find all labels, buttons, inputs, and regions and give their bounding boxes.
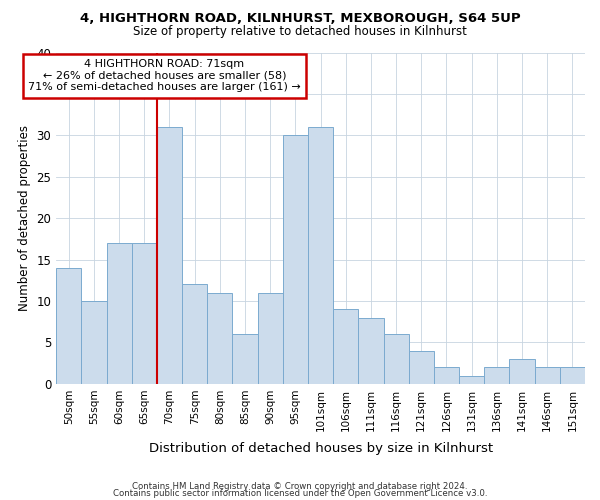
Text: Contains HM Land Registry data © Crown copyright and database right 2024.: Contains HM Land Registry data © Crown c…	[132, 482, 468, 491]
Bar	[232, 334, 257, 384]
Bar	[434, 368, 459, 384]
Bar	[358, 318, 383, 384]
Bar	[157, 127, 182, 384]
Bar	[509, 359, 535, 384]
Bar	[207, 293, 232, 384]
Bar	[132, 243, 157, 384]
Bar	[333, 310, 358, 384]
Bar	[560, 368, 585, 384]
Bar	[56, 268, 82, 384]
Bar	[459, 376, 484, 384]
Bar	[182, 284, 207, 384]
Bar	[308, 127, 333, 384]
Bar	[383, 334, 409, 384]
Bar	[107, 243, 132, 384]
Bar	[257, 293, 283, 384]
Bar	[82, 301, 107, 384]
Bar	[283, 136, 308, 384]
Text: Contains public sector information licensed under the Open Government Licence v3: Contains public sector information licen…	[113, 490, 487, 498]
Bar	[484, 368, 509, 384]
Y-axis label: Number of detached properties: Number of detached properties	[18, 125, 31, 311]
X-axis label: Distribution of detached houses by size in Kilnhurst: Distribution of detached houses by size …	[149, 442, 493, 455]
Bar	[409, 351, 434, 384]
Text: 4 HIGHTHORN ROAD: 71sqm
← 26% of detached houses are smaller (58)
71% of semi-de: 4 HIGHTHORN ROAD: 71sqm ← 26% of detache…	[28, 59, 301, 92]
Text: Size of property relative to detached houses in Kilnhurst: Size of property relative to detached ho…	[133, 25, 467, 38]
Bar	[535, 368, 560, 384]
Text: 4, HIGHTHORN ROAD, KILNHURST, MEXBOROUGH, S64 5UP: 4, HIGHTHORN ROAD, KILNHURST, MEXBOROUGH…	[80, 12, 520, 26]
